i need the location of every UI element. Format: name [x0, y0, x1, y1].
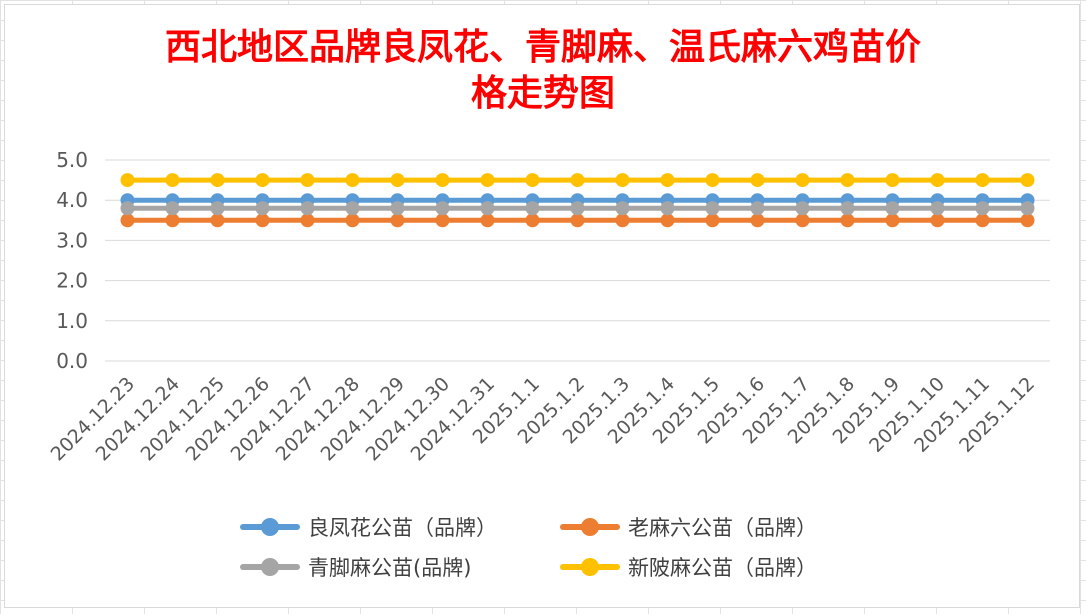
legend-label: 新陂麻公苗（品牌） — [628, 556, 817, 580]
data-point — [345, 201, 360, 216]
data-point — [885, 213, 900, 228]
y-tick-label: 4.0 — [56, 188, 88, 212]
legend-entry: 新陂麻公苗（品牌） — [560, 552, 817, 582]
data-point — [705, 213, 720, 228]
data-point — [210, 173, 225, 188]
data-point — [840, 173, 855, 188]
data-point — [210, 201, 225, 216]
data-point — [120, 201, 135, 216]
chart-area[interactable] — [4, 4, 1080, 608]
data-point — [930, 201, 945, 216]
data-point — [660, 201, 675, 216]
data-point — [615, 173, 630, 188]
legend-label: 青脚麻公苗(品牌) — [308, 556, 472, 580]
data-point — [705, 173, 720, 188]
legend-swatch-marker — [261, 558, 279, 576]
data-point — [300, 201, 315, 216]
data-point — [165, 213, 180, 228]
chart-title-line-1: 西北地区品牌良凤花、青脚麻、温氏麻六鸡苗价 — [164, 26, 921, 68]
data-point — [750, 213, 765, 228]
data-point — [930, 173, 945, 188]
legend-swatch — [560, 512, 620, 542]
data-point — [615, 201, 630, 216]
legend-label: 良凤花公苗（品牌） — [308, 516, 497, 540]
data-point — [570, 213, 585, 228]
data-point — [795, 173, 810, 188]
data-point — [660, 173, 675, 188]
y-tick-label: 2.0 — [56, 269, 88, 293]
data-point — [885, 173, 900, 188]
data-point — [525, 173, 540, 188]
data-point — [975, 201, 990, 216]
legend-swatch-marker — [581, 558, 599, 576]
data-point — [975, 213, 990, 228]
data-point — [1020, 213, 1035, 228]
y-tick-label: 3.0 — [56, 228, 88, 252]
legend-entry: 良凤花公苗（品牌） — [240, 512, 497, 542]
data-point — [750, 201, 765, 216]
data-point — [570, 201, 585, 216]
data-point — [1020, 173, 1035, 188]
data-point — [390, 173, 405, 188]
data-point — [795, 201, 810, 216]
data-point — [705, 201, 720, 216]
data-point — [480, 213, 495, 228]
data-point — [660, 213, 675, 228]
data-point — [480, 201, 495, 216]
data-point — [435, 213, 450, 228]
data-point — [210, 213, 225, 228]
data-point — [570, 173, 585, 188]
data-point — [300, 213, 315, 228]
data-point — [390, 201, 405, 216]
data-point — [390, 213, 405, 228]
data-point — [345, 173, 360, 188]
data-point — [840, 213, 855, 228]
data-point — [1020, 201, 1035, 216]
data-point — [930, 213, 945, 228]
data-point — [120, 173, 135, 188]
y-tick-label: 0.0 — [56, 349, 88, 373]
data-point — [255, 201, 270, 216]
data-point — [345, 213, 360, 228]
legend-label: 老麻六公苗（品牌） — [628, 516, 817, 540]
data-point — [975, 173, 990, 188]
data-point — [615, 213, 630, 228]
legend-entry: 青脚麻公苗(品牌) — [240, 552, 471, 582]
data-point — [300, 173, 315, 188]
legend-swatch — [240, 552, 300, 582]
legend-swatch — [240, 512, 300, 542]
data-point — [165, 201, 180, 216]
data-point — [750, 173, 765, 188]
legend-swatch-marker — [261, 518, 279, 536]
legend-swatch — [560, 552, 620, 582]
chart-title: 西北地区品牌良凤花、青脚麻、温氏麻六鸡苗价 格走势图 — [60, 24, 1026, 116]
data-point — [120, 213, 135, 228]
data-point — [435, 201, 450, 216]
chart-title-line-2: 格走势图 — [470, 72, 615, 114]
data-point — [255, 213, 270, 228]
data-point — [795, 213, 810, 228]
legend: 良凤花公苗（品牌） 老麻六公苗（品牌） 青脚麻公苗(品牌) 新陂麻公苗（品牌） — [240, 510, 880, 590]
y-tick-label: 5.0 — [56, 148, 88, 172]
data-point — [480, 173, 495, 188]
legend-swatch-marker — [581, 518, 599, 536]
data-point — [255, 173, 270, 188]
data-point — [165, 173, 180, 188]
data-point — [435, 173, 450, 188]
data-point — [525, 201, 540, 216]
data-point — [525, 213, 540, 228]
data-point — [885, 201, 900, 216]
y-tick-label: 1.0 — [56, 309, 88, 333]
legend-entry: 老麻六公苗（品牌） — [560, 512, 817, 542]
data-point — [840, 201, 855, 216]
